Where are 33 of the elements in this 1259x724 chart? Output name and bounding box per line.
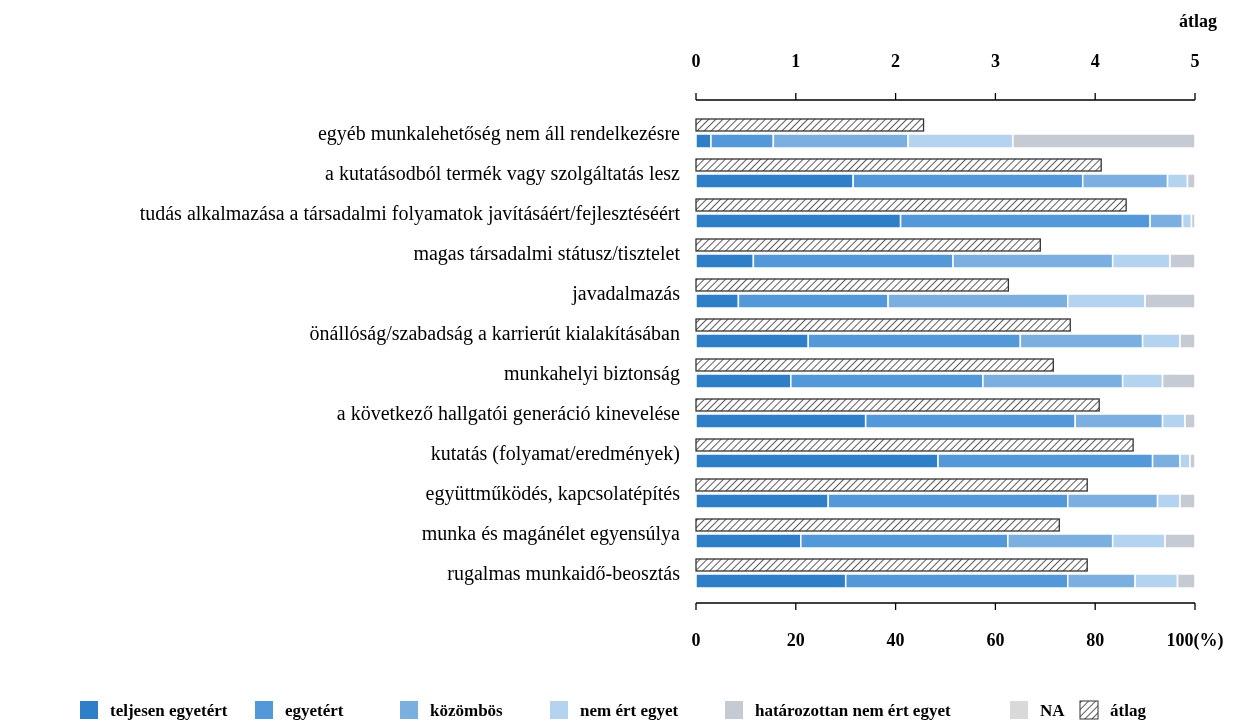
bar <box>695 278 1010 292</box>
y-tick-label: rugalmas munkaidő-beosztás <box>447 562 681 585</box>
y-tick-label: kutatás (folyamat/eredmények) <box>430 442 680 465</box>
x-tick-label: 1 <box>791 51 801 71</box>
x-tick-label: 100(%) <box>1166 630 1224 651</box>
legend-label: egyetért <box>285 701 344 720</box>
y-tick-label: önállóság/szabadság a karrierút kialakításában <box>309 322 680 345</box>
y-tick-label: tudás alkalmazása a társadalmi folyamatok javításáért/fejlesztéséért <box>139 202 681 225</box>
legend-label: NA <box>1040 701 1066 720</box>
x-tick-label: 0 <box>691 630 701 650</box>
x-tick-label: 4 <box>1090 51 1100 71</box>
y-tick-label: magas társadalmi státusz/tisztelet <box>413 242 681 265</box>
x-tick-label: 20 <box>786 630 805 650</box>
x-tick-label: 60 <box>986 630 1005 650</box>
x-tick-label: 0 <box>691 51 701 71</box>
x-tick-label: 80 <box>1086 630 1105 650</box>
x-tick-label: 2 <box>891 51 901 71</box>
legend-label: határozottan nem ért egyet <box>755 701 951 720</box>
legend-label: teljesen egyetért <box>110 701 228 720</box>
legend-label: átlag <box>1110 701 1147 720</box>
y-tick-label: a következő hallgatói generáció kinevelése <box>336 402 681 425</box>
y-tick-label: a kutatásodból termék vagy szolgáltatás lesz <box>325 162 681 185</box>
y-tick-label: együttműködés, kapcsolatépítés <box>425 482 681 505</box>
y-tick-label: munka és magánélet egyensúlya <box>421 522 681 545</box>
x-tick-label: 3 <box>990 51 1000 71</box>
y-tick-label: munkahelyi biztonság <box>503 362 680 385</box>
y-tick-label: javadalmazás <box>571 282 681 305</box>
x-tick-label: 40 <box>886 630 905 650</box>
legend-label: közömbös <box>430 701 504 720</box>
x-axis-title: átlag <box>1179 11 1217 31</box>
legend-label: nem ért egyet <box>580 701 679 720</box>
x-tick-label: 5 <box>1190 51 1200 71</box>
y-tick-label: egyéb munkalehetőség nem áll rendelkezésre <box>317 122 681 145</box>
